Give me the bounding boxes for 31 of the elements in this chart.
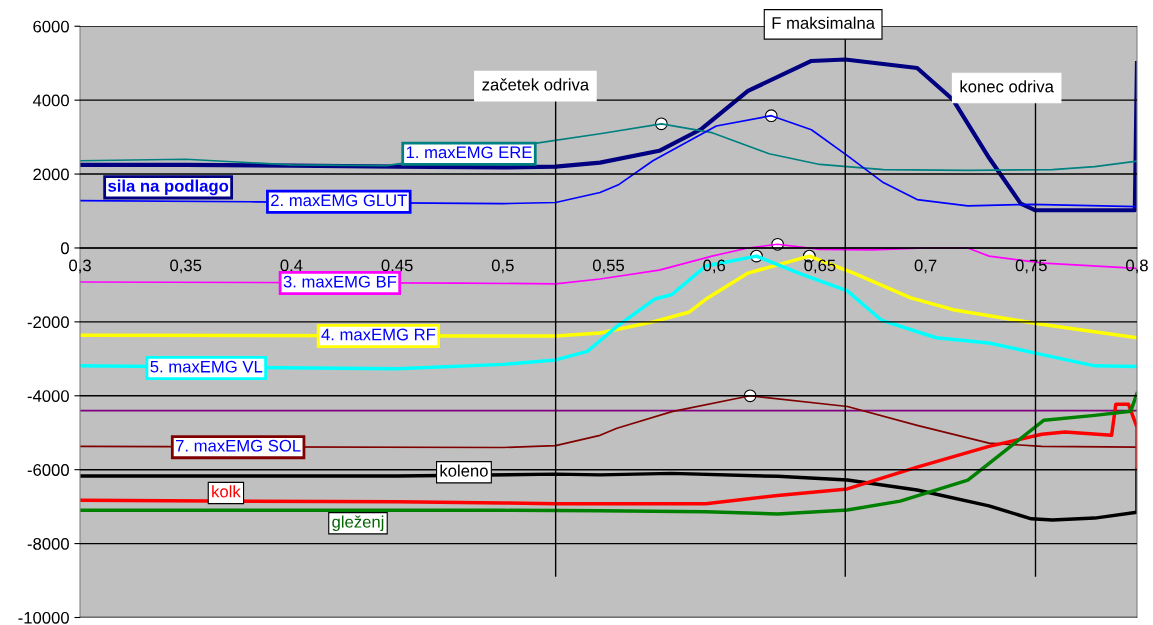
- y-tick-label: -4000: [27, 390, 69, 402]
- series-label: 2. maxEMG GLUT: [271, 194, 407, 207]
- x-tick-label: 0,4: [280, 259, 303, 274]
- ref-line-label: konec odriva: [960, 80, 1054, 93]
- series-label: 7. maxEMG SOL: [176, 439, 301, 452]
- series-label: 5. maxEMG VL: [150, 360, 263, 373]
- x-tick-label: 0,35: [170, 259, 202, 274]
- series-label: 3. maxEMG BF: [283, 275, 397, 288]
- y-tick-label: 0: [60, 242, 69, 255]
- y-tick-label: 4000: [32, 94, 69, 107]
- x-tick-label: 0,65: [804, 259, 836, 274]
- x-tick-label: 0,5: [491, 259, 514, 274]
- series-label: 1. maxEMG ERE: [406, 146, 532, 159]
- series-label: koleno: [440, 464, 488, 477]
- y-tick-label: -6000: [27, 464, 69, 476]
- x-tick-label: 0,55: [592, 259, 625, 274]
- y-tick-label: -2000: [27, 316, 69, 329]
- ref-line-label: začetek odriva: [482, 78, 590, 91]
- x-tick-label: 0,45: [381, 259, 413, 274]
- series-label: kolk: [212, 485, 241, 498]
- y-tick-label: 6000: [33, 20, 69, 33]
- y-tick-label: -8000: [27, 537, 69, 550]
- series-label: gleženj: [332, 515, 384, 532]
- y-tick-label: 2000: [33, 168, 69, 181]
- series-label: 4. maxEMG RF: [321, 328, 436, 341]
- x-tick-label: 0,3: [69, 259, 91, 274]
- x-tick-label: 0,8: [1126, 259, 1148, 274]
- ref-line-label: F maksimalna: [772, 16, 875, 29]
- x-tick-label: 0,7: [914, 259, 937, 274]
- series-label: sila na podlago: [108, 179, 229, 196]
- y-tick-label: -10000: [18, 611, 69, 624]
